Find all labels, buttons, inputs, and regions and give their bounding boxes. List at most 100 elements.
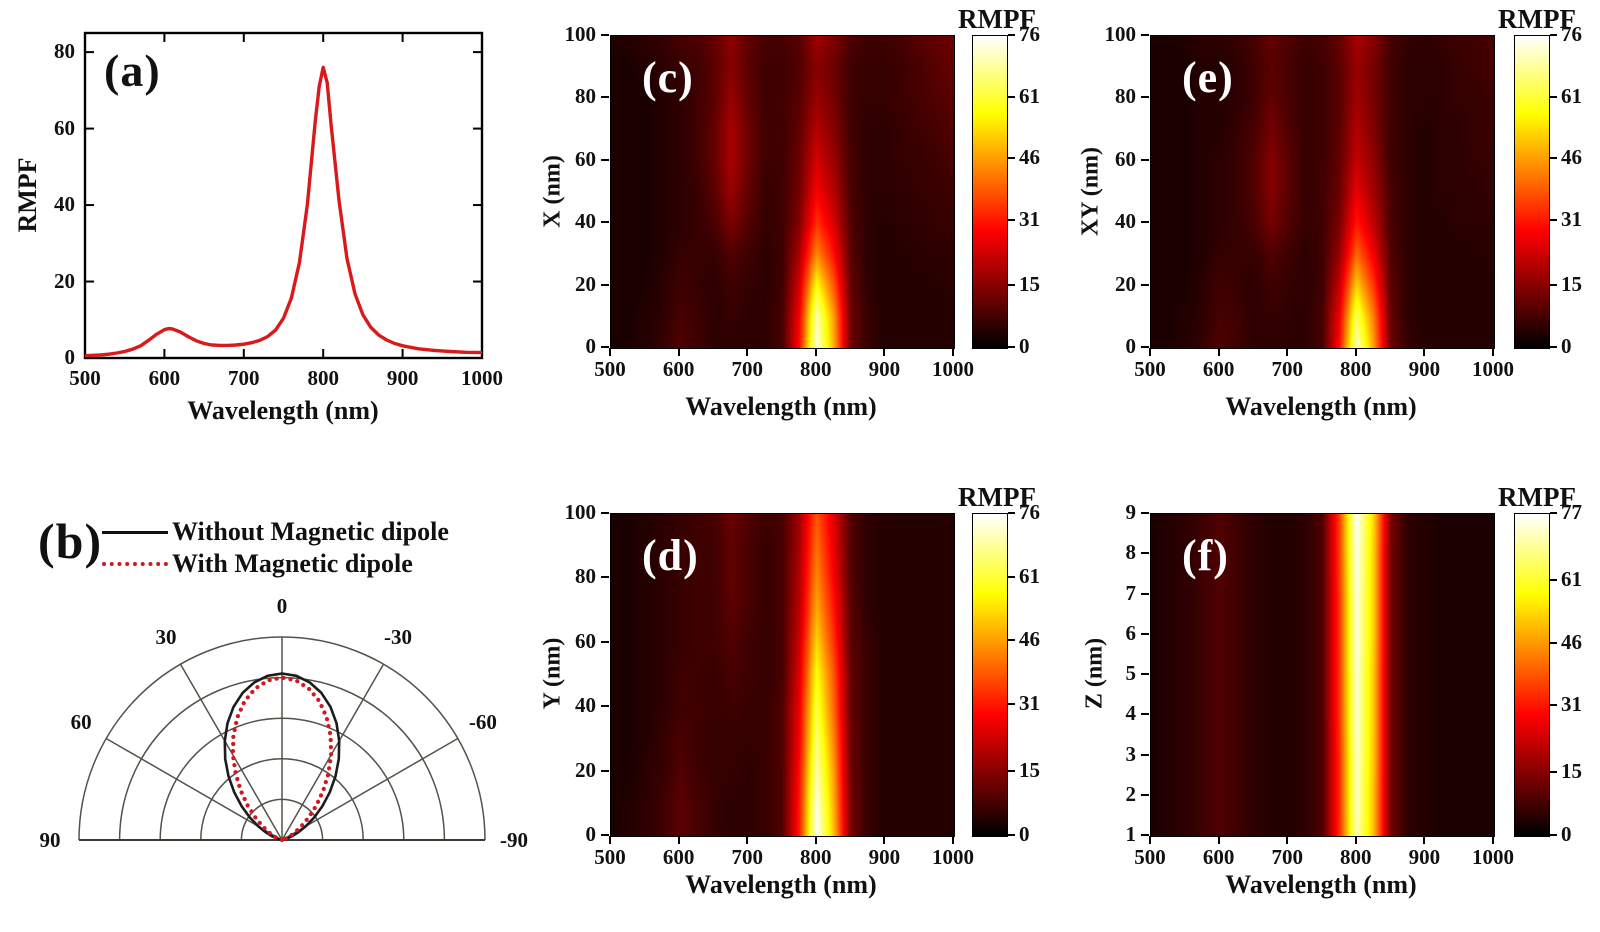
tick-label: 600 [1202, 357, 1235, 381]
tick-label: 40 [54, 192, 75, 217]
tick-label: 0 [1561, 334, 1572, 358]
tick-label: 0 [1019, 822, 1030, 846]
tick-label: 100 [564, 22, 597, 46]
tick-label: 800 [1340, 845, 1372, 869]
tick-label: 800 [307, 366, 339, 390]
axis-tick [1492, 836, 1494, 844]
tick-label: 77 [1561, 500, 1582, 524]
axis-tick [1008, 95, 1015, 98]
axis-tick [1550, 95, 1557, 98]
axis-tick [601, 34, 609, 36]
tick-label: 1000 [932, 357, 974, 381]
tick-label: 0 [1125, 334, 1137, 358]
heatmap-e [1150, 35, 1495, 349]
panel-a-frame [83, 31, 484, 360]
axis-tick [1141, 552, 1149, 555]
polar-spoke [281, 737, 459, 841]
tick-label: -30 [384, 625, 412, 650]
axis-tick [814, 836, 817, 844]
axis-tick [1286, 348, 1289, 356]
axis-tick [1550, 704, 1557, 707]
tick-label: 1000 [1472, 845, 1514, 869]
tick-label: 800 [1340, 357, 1372, 381]
tick-label: 500 [1134, 357, 1166, 381]
axis-tick [601, 705, 609, 708]
axis-tick [1149, 348, 1151, 356]
axis-tick [1141, 512, 1149, 514]
axis-tick [601, 346, 609, 348]
legend-row-without-dipole: Without Magnetic dipole [102, 516, 449, 548]
axis-tick [1492, 348, 1494, 356]
tick-label: 60 [70, 710, 92, 734]
legend-label: With Magnetic dipole [172, 549, 413, 578]
axis-tick [601, 221, 609, 224]
tick-label: 600 [1202, 845, 1235, 869]
axis-tick [1008, 770, 1015, 773]
axis-tick [677, 348, 680, 356]
tick-label: 80 [575, 84, 596, 109]
axis-tick [1354, 348, 1357, 356]
panel-e-xaxis-title: Wavelength (nm) [1225, 392, 1417, 421]
tick-label: 800 [800, 845, 832, 869]
tick-label: 900 [868, 357, 901, 381]
tick-label: 700 [731, 357, 763, 381]
axis-tick [1550, 157, 1557, 160]
tick-label: 100 [1104, 22, 1137, 46]
axis-tick [1141, 158, 1149, 161]
tick-label: 500 [1134, 845, 1166, 869]
tick-label: 76 [1019, 500, 1040, 524]
axis-tick [1008, 284, 1015, 287]
panel-f-xaxis-title: Wavelength (nm) [1225, 870, 1417, 899]
tick-label: 0 [276, 594, 288, 618]
solid-line-swatch [102, 530, 168, 534]
tick-label: 2 [1125, 781, 1137, 806]
polar-lobe-solid [223, 672, 341, 842]
tick-label: 80 [1115, 84, 1136, 109]
axis-tick [1008, 157, 1015, 160]
axis-tick [1550, 771, 1557, 774]
tick-label: 500 [594, 845, 626, 869]
tick-label: 46 [1019, 627, 1040, 652]
tick-label: 31 [1019, 690, 1040, 715]
axis-tick [601, 640, 609, 643]
tick-label: 900 [1408, 845, 1441, 869]
axis-tick [1141, 221, 1149, 224]
tick-label: 6 [1125, 620, 1137, 645]
tick-label: 30 [155, 625, 177, 650]
tick-label: 31 [1019, 206, 1040, 231]
axis-tick [746, 348, 749, 356]
tick-label: 900 [868, 845, 901, 869]
axis-tick [1141, 283, 1149, 286]
axis-tick [814, 348, 817, 356]
tick-label: 4 [1125, 701, 1137, 726]
axis-tick [1550, 218, 1557, 221]
tick-label: 100 [564, 500, 597, 524]
axis-tick [609, 348, 611, 356]
axis-tick [1008, 346, 1015, 348]
tick-label: 600 [662, 357, 695, 381]
tick-label: 46 [1561, 629, 1582, 654]
axis-tick [1141, 793, 1149, 796]
axis-tick [601, 834, 609, 836]
tick-label: 40 [575, 693, 596, 718]
axis-tick [1141, 346, 1149, 348]
tick-label: 90 [39, 828, 61, 852]
tick-label: 900 [386, 366, 419, 390]
polar-legend: Without Magnetic dipole With Magnetic di… [102, 516, 449, 580]
axis-tick [1141, 713, 1149, 716]
panel-e-colorbar-title: RMPF [1498, 4, 1576, 34]
tick-label: 600 [148, 366, 181, 390]
panel-d-colorbar-title: RMPF [958, 482, 1036, 512]
panel-a-xaxis-title: Wavelength (nm) [187, 396, 379, 425]
tick-label: 40 [575, 209, 596, 234]
tick-label: 60 [575, 146, 596, 171]
axis-tick [1217, 348, 1220, 356]
panel-e-label: (e) [1182, 53, 1234, 102]
legend-row-with-dipole: With Magnetic dipole [102, 548, 449, 580]
tick-label: 500 [69, 366, 101, 390]
colorbar-d [972, 513, 1008, 837]
tick-label: 700 [1271, 357, 1303, 381]
axis-tick [1550, 34, 1557, 36]
tick-label: 80 [575, 564, 596, 589]
